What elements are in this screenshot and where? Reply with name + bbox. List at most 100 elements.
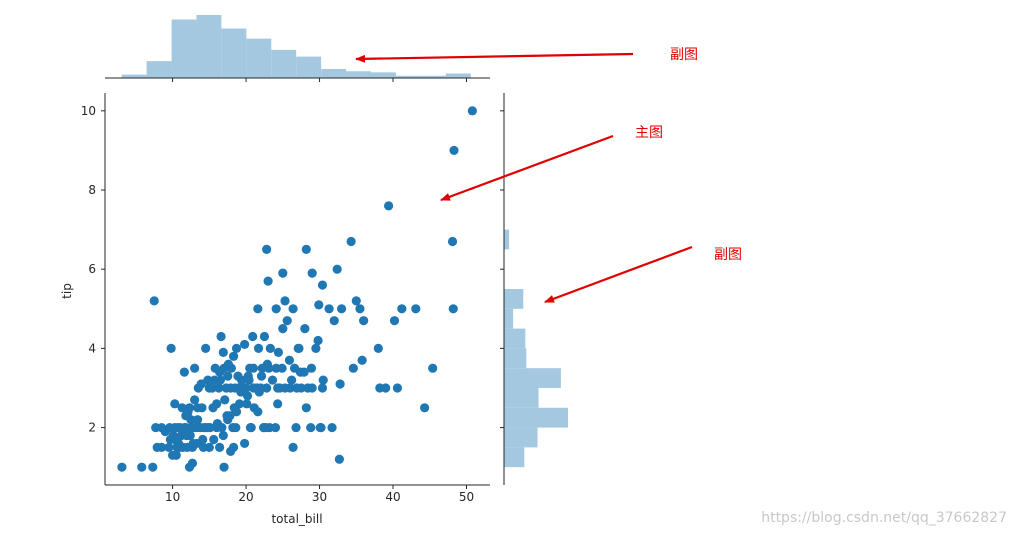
marginal-x-histogram xyxy=(105,15,490,82)
scatter-point xyxy=(239,438,250,449)
scatter-point xyxy=(263,276,273,286)
marginal-y-bar xyxy=(504,348,527,369)
scatter-point xyxy=(282,316,292,326)
y-tick-label: 4 xyxy=(88,341,96,355)
scatter-point xyxy=(273,399,283,409)
scatter-point xyxy=(467,106,477,116)
scatter-point xyxy=(219,462,229,472)
scatter-point xyxy=(327,422,337,433)
scatter-point xyxy=(223,359,234,369)
marginal-x-bar xyxy=(321,69,347,78)
scatter-point xyxy=(198,442,209,452)
y-tick-label: 6 xyxy=(88,262,96,276)
marginal-y-bar xyxy=(504,368,561,388)
scatter-point xyxy=(278,268,288,278)
scatter-point xyxy=(148,462,158,472)
scatter-point xyxy=(262,383,272,393)
scatter-point xyxy=(262,359,272,369)
scatter-point xyxy=(301,403,311,413)
scatter-point xyxy=(245,422,256,433)
scatter-point xyxy=(164,442,174,452)
annotation-arrow-right xyxy=(544,245,693,304)
annotation-arrow-main xyxy=(440,134,614,202)
scatter-point xyxy=(316,422,326,433)
marginal-x-bar xyxy=(221,28,247,78)
scatter-point xyxy=(187,458,198,468)
x-tick-label: 20 xyxy=(238,490,253,504)
scatter-point xyxy=(291,422,301,433)
marginal-y-bar xyxy=(504,447,525,468)
scatter-point xyxy=(166,343,176,353)
scatter-point xyxy=(397,304,407,314)
scatter-point xyxy=(173,438,184,449)
scatter-point xyxy=(248,363,259,373)
scatter-point xyxy=(335,379,345,389)
x-tick-label: 50 xyxy=(459,490,474,504)
scatter-point xyxy=(171,450,181,460)
scatter-point xyxy=(271,304,281,314)
scatter-point xyxy=(203,422,213,433)
x-axis-label: total_bill xyxy=(271,512,322,526)
marginal-y-bar xyxy=(504,229,510,250)
scatter-point xyxy=(242,399,252,409)
marginal-x-bar xyxy=(420,75,446,78)
scatter-point xyxy=(334,454,344,464)
scatter-point xyxy=(329,316,339,326)
watermark: https://blog.csdn.net/qq_37662827 xyxy=(761,510,1007,526)
marginal-x-bar xyxy=(371,72,396,78)
scatter-point xyxy=(262,244,272,255)
scatter-point xyxy=(428,363,438,373)
scatter-point xyxy=(384,201,394,211)
scatter-point xyxy=(420,403,430,413)
scatter-point xyxy=(293,343,303,353)
scatter-point xyxy=(348,363,358,373)
scatter-point xyxy=(256,371,267,381)
marginal-x-bar xyxy=(146,61,172,78)
scatter-point xyxy=(336,304,347,314)
scatter-point xyxy=(277,363,287,373)
scatter-point xyxy=(449,145,459,156)
scatter-point xyxy=(231,343,242,353)
scatter-point xyxy=(373,343,383,353)
scatter-point xyxy=(197,403,207,413)
x-tick-label: 40 xyxy=(385,490,400,504)
annotation-label-top: 副图 xyxy=(670,47,698,63)
scatter-point xyxy=(149,296,159,306)
main-scatter-plot: 10 20 30 40 50 2 4 6 8 10 total_bill tip xyxy=(60,93,490,526)
scatter-point xyxy=(278,323,288,334)
scatter-point xyxy=(288,442,298,452)
marginal-x-bar xyxy=(346,71,372,78)
scatter-point xyxy=(389,316,400,326)
scatter-point xyxy=(318,375,328,385)
annotation-arrow-top xyxy=(355,52,634,63)
scatter-point xyxy=(165,422,175,433)
marginal-x-bar xyxy=(196,15,222,78)
scatter-point xyxy=(259,422,269,433)
marginal-x-bar xyxy=(296,56,322,78)
scatter-point xyxy=(117,462,127,472)
scatter-point xyxy=(218,347,228,357)
marginal-y-bar xyxy=(504,289,524,309)
scatter-point xyxy=(253,304,263,314)
scatter-point xyxy=(381,383,391,393)
scatter-point xyxy=(233,371,243,381)
scatter-point xyxy=(300,323,310,334)
scatter-point xyxy=(296,383,306,393)
scatter-point xyxy=(216,331,226,342)
scatter-point xyxy=(285,383,295,393)
marginal-y-bar xyxy=(504,308,514,329)
scatter-point xyxy=(447,236,458,247)
scatter-point xyxy=(201,343,211,353)
marginal-x-bar xyxy=(246,38,272,78)
scatter-point xyxy=(259,331,270,342)
scatter-point xyxy=(170,399,180,409)
y-tick-label: 2 xyxy=(88,421,96,435)
scatter-point xyxy=(346,236,356,247)
scatter-point xyxy=(215,375,225,385)
scatter-point xyxy=(253,343,264,353)
scatter-point xyxy=(188,438,198,449)
scatter-point xyxy=(253,407,263,417)
scatter-point xyxy=(265,343,275,353)
scatter-point xyxy=(313,335,323,346)
